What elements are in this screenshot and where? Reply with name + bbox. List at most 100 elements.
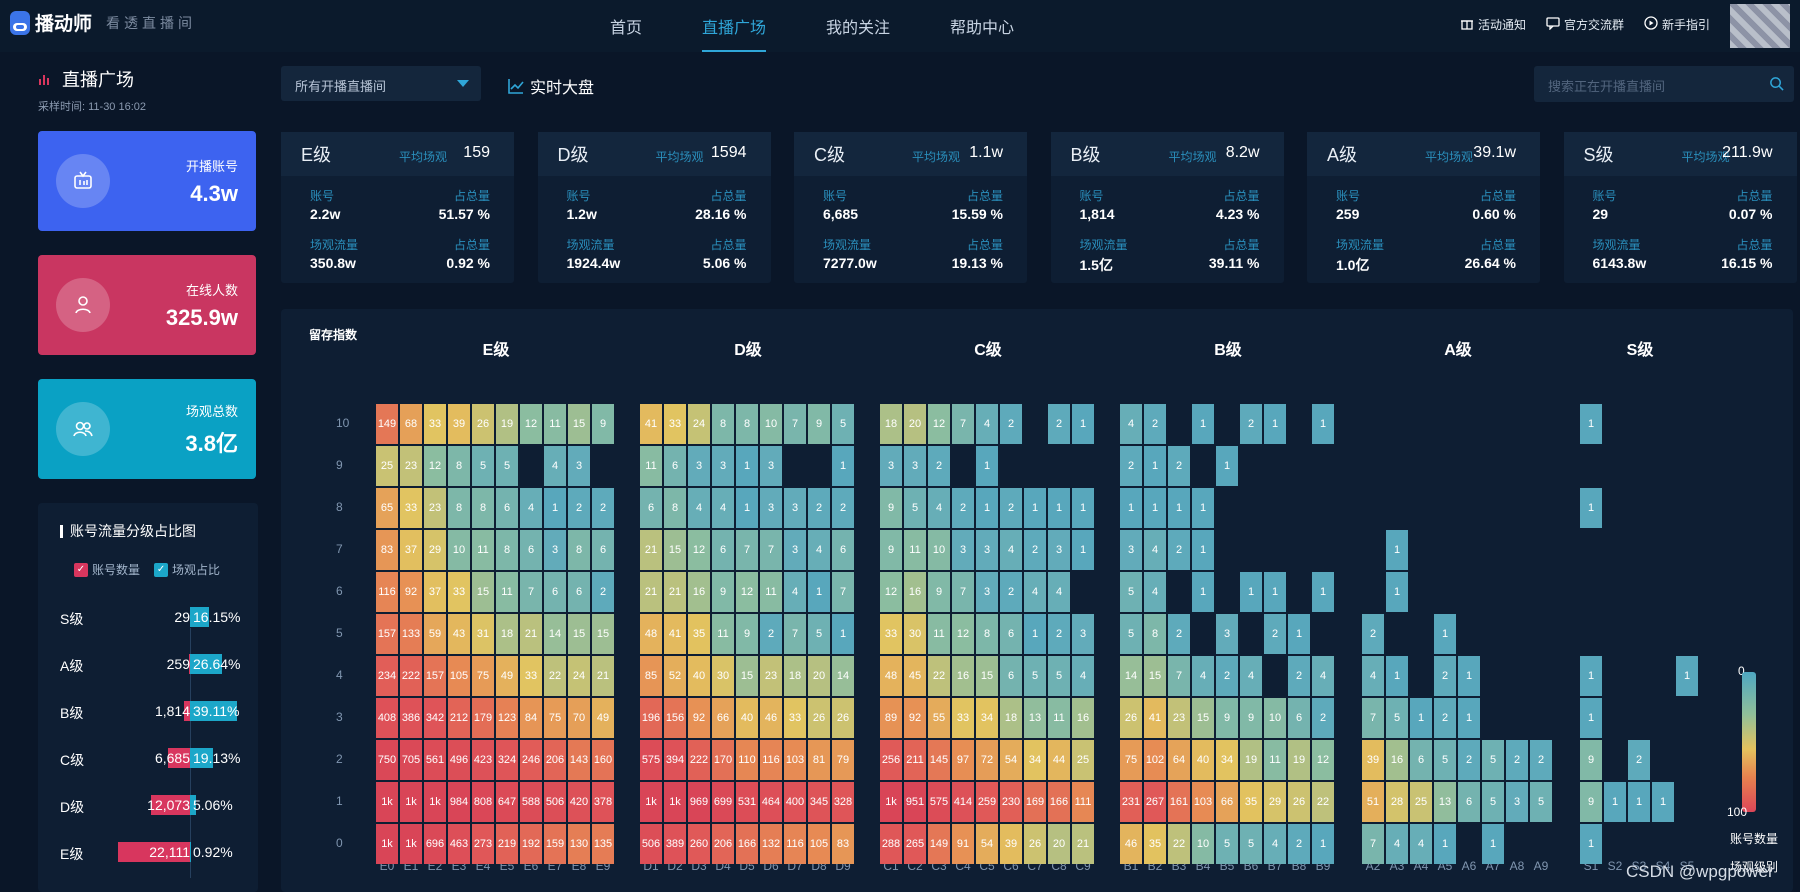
heatmap-cell[interactable]: 4: [1192, 656, 1214, 696]
heatmap-cell[interactable]: 5: [1386, 698, 1408, 738]
view-share-bar[interactable]: [190, 842, 192, 862]
heatmap-cell[interactable]: 5: [1530, 782, 1552, 822]
heatmap-cell[interactable]: 4: [688, 488, 710, 528]
heatmap-cell[interactable]: 1: [976, 446, 998, 486]
heatmap-cell[interactable]: 1: [1168, 488, 1190, 528]
heatmap-cell[interactable]: 40: [688, 656, 710, 696]
heatmap-cell[interactable]: 6: [544, 572, 566, 612]
heatmap-cell[interactable]: 159: [544, 824, 566, 864]
heatmap-cell[interactable]: 33: [784, 698, 806, 738]
color-scale-bar[interactable]: [1742, 672, 1756, 812]
heatmap-cell[interactable]: 26: [1288, 782, 1310, 822]
heatmap-cell[interactable]: 2: [1168, 446, 1190, 486]
heatmap-cell[interactable]: 135: [592, 824, 614, 864]
heatmap-cell[interactable]: 23: [1168, 698, 1190, 738]
heatmap-cell[interactable]: 9: [880, 488, 902, 528]
heatmap-cell[interactable]: 1k: [424, 782, 446, 822]
top-link-2[interactable]: 新手指引: [1644, 16, 1710, 33]
heatmap-cell[interactable]: 1: [1410, 698, 1432, 738]
heatmap-cell[interactable]: 1: [1386, 656, 1408, 696]
heatmap-cell[interactable]: 1: [1580, 488, 1602, 528]
heatmap-cell[interactable]: 40: [1192, 740, 1214, 780]
heatmap-cell[interactable]: 48: [640, 614, 662, 654]
heatmap-cell[interactable]: 116: [376, 572, 398, 612]
heatmap-cell[interactable]: 75: [472, 656, 494, 696]
heatmap-cell[interactable]: 3: [784, 488, 806, 528]
heatmap-cell[interactable]: 49: [592, 698, 614, 738]
heatmap-cell[interactable]: 1: [1072, 488, 1094, 528]
heatmap-cell[interactable]: 41: [664, 614, 686, 654]
heatmap-cell[interactable]: 1: [1024, 614, 1046, 654]
account-count-bar[interactable]: [150, 795, 190, 815]
heatmap-cell[interactable]: 26: [832, 698, 854, 738]
heatmap-cell[interactable]: 33: [664, 404, 686, 444]
heatmap-cell[interactable]: 696: [424, 824, 446, 864]
heatmap-cell[interactable]: 149: [376, 404, 398, 444]
view-share-bar[interactable]: [190, 607, 210, 627]
heatmap-cell[interactable]: 92: [688, 698, 710, 738]
heatmap-cell[interactable]: 394: [664, 740, 686, 780]
heatmap-cell[interactable]: 39: [1000, 824, 1022, 864]
heatmap-cell[interactable]: 5: [808, 614, 830, 654]
heatmap-cell[interactable]: 378: [592, 782, 614, 822]
legend-account-count[interactable]: ✓ 账号数量: [74, 561, 140, 578]
heatmap-cell[interactable]: 1: [1120, 488, 1142, 528]
heatmap-cell[interactable]: 75: [1120, 740, 1142, 780]
heatmap-cell[interactable]: 8: [568, 530, 590, 570]
heatmap-cell[interactable]: 1: [1580, 698, 1602, 738]
heatmap-cell[interactable]: 1: [1240, 572, 1262, 612]
heatmap-cell[interactable]: 143: [568, 740, 590, 780]
heatmap-cell[interactable]: 15: [976, 656, 998, 696]
heatmap-cell[interactable]: 6: [1458, 782, 1480, 822]
heatmap-cell[interactable]: 10: [1264, 698, 1286, 738]
heatmap-cell[interactable]: 808: [472, 782, 494, 822]
heatmap-cell[interactable]: 8: [664, 488, 686, 528]
search-input[interactable]: 搜索正在开播直播间: [1548, 79, 1666, 94]
heatmap-cell[interactable]: 2: [1048, 614, 1070, 654]
heatmap-cell[interactable]: 66: [712, 698, 734, 738]
heatmap-cell[interactable]: 2: [760, 614, 782, 654]
heatmap-cell[interactable]: 420: [568, 782, 590, 822]
heatmap-cell[interactable]: 5: [1482, 782, 1504, 822]
heatmap-cell[interactable]: 2: [1240, 404, 1262, 444]
heatmap-cell[interactable]: 230: [1000, 782, 1022, 822]
heatmap-cell[interactable]: 2: [592, 488, 614, 528]
heatmap-cell[interactable]: 231: [1120, 782, 1142, 822]
heatmap-cell[interactable]: 6: [1410, 740, 1432, 780]
heatmap-cell[interactable]: 9: [880, 530, 902, 570]
heatmap-cell[interactable]: 2: [1458, 740, 1480, 780]
heatmap-cell[interactable]: 3: [976, 572, 998, 612]
heatmap-cell[interactable]: 15: [592, 614, 614, 654]
heatmap-cell[interactable]: 20: [904, 404, 926, 444]
heatmap-cell[interactable]: 4: [1386, 824, 1408, 864]
grade-card-0[interactable]: E级 平均场观 159 账号 2.2w 占总量 51.57 % 场观流量 350.8w 占总量 0.…: [281, 132, 514, 283]
heatmap-cell[interactable]: 1: [1482, 824, 1504, 864]
heatmap-cell[interactable]: 3: [688, 446, 710, 486]
heatmap-cell[interactable]: 22: [1168, 824, 1190, 864]
heatmap-cell[interactable]: 1: [1652, 782, 1674, 822]
heatmap-cell[interactable]: 8: [712, 404, 734, 444]
heatmap-cell[interactable]: 4: [1264, 824, 1286, 864]
heatmap-cell[interactable]: 28: [1386, 782, 1408, 822]
heatmap-cell[interactable]: 46: [760, 698, 782, 738]
account-count-bar[interactable]: [189, 654, 190, 674]
search-bar[interactable]: 搜索正在开播直播间: [1534, 66, 1794, 102]
heatmap-cell[interactable]: 2: [1264, 614, 1286, 654]
heatmap-cell[interactable]: 33: [520, 656, 542, 696]
heatmap-cell[interactable]: 35: [688, 614, 710, 654]
heatmap-cell[interactable]: 2: [1048, 404, 1070, 444]
heatmap-cell[interactable]: 7: [784, 614, 806, 654]
heatmap-cell[interactable]: 5: [496, 446, 518, 486]
heatmap-cell[interactable]: 588: [520, 782, 542, 822]
heatmap-cell[interactable]: 34: [1024, 740, 1046, 780]
view-share-bar[interactable]: [190, 795, 197, 815]
heatmap-cell[interactable]: 35: [1144, 824, 1166, 864]
heatmap-cell[interactable]: 132: [760, 824, 782, 864]
heatmap-cell[interactable]: 3: [1072, 614, 1094, 654]
heatmap-cell[interactable]: 51: [1362, 782, 1384, 822]
heatmap-cell[interactable]: 103: [784, 740, 806, 780]
heatmap-cell[interactable]: 16: [688, 572, 710, 612]
heatmap-cell[interactable]: 11: [928, 614, 950, 654]
heatmap-cell[interactable]: 33: [448, 572, 470, 612]
heatmap-cell[interactable]: 1: [1312, 404, 1334, 444]
